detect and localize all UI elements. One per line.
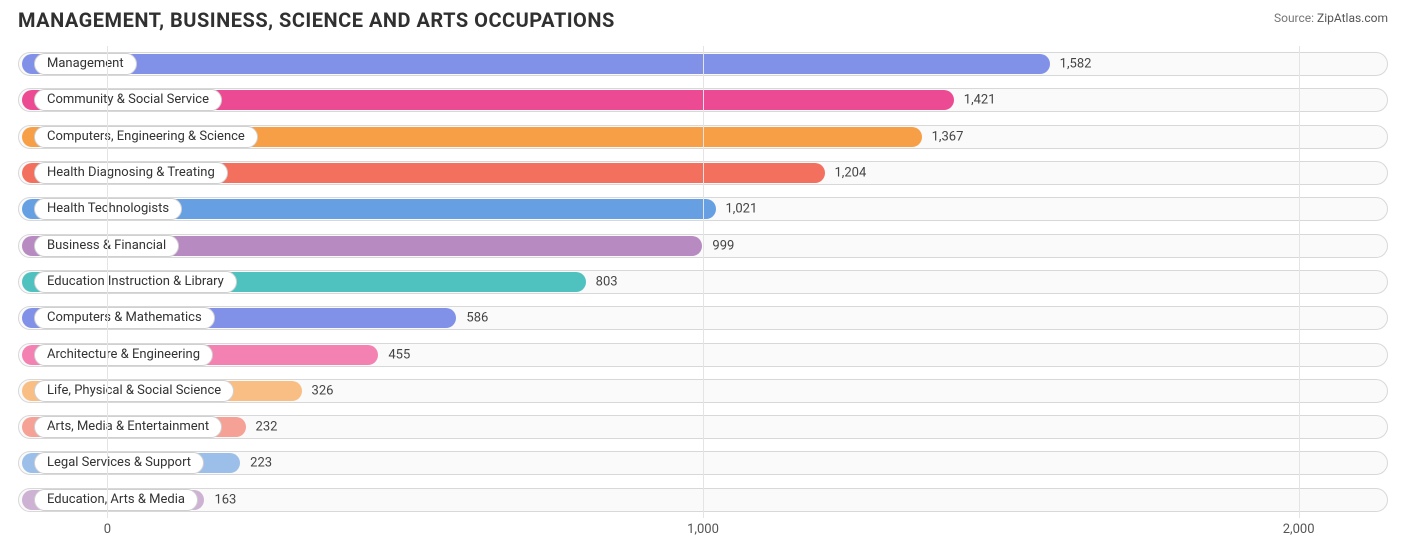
- bar-value-label: 326: [312, 383, 334, 398]
- bar-value-label: 999: [712, 238, 734, 253]
- bar-value-label: 1,582: [1060, 57, 1092, 72]
- bar-category-label: Computers & Mathematics: [34, 307, 215, 329]
- source-value: ZipAtlas.com: [1317, 11, 1388, 25]
- bar-category-label: Health Diagnosing & Treating: [34, 162, 228, 184]
- chart-area: Management 1,582 Community & Social Servic…: [0, 38, 1406, 554]
- grid-line: [107, 46, 108, 518]
- bar-category-label: Legal Services & Support: [34, 452, 204, 474]
- x-axis: 0 1,000 2,000: [18, 522, 1388, 542]
- bar-category-label: Education, Arts & Media: [34, 489, 198, 511]
- source-label: Source:: [1274, 11, 1314, 25]
- bar-category-label: Computers, Engineering & Science: [34, 126, 258, 148]
- grid-line: [703, 46, 704, 518]
- bar-category-label: Education Instruction & Library: [34, 271, 237, 293]
- bar-value-label: 586: [466, 311, 488, 326]
- bar-category-label: Management: [34, 53, 137, 75]
- bar-value-label: 163: [214, 492, 236, 507]
- bar-value-label: 232: [256, 420, 278, 435]
- bar-category-label: Arts, Media & Entertainment: [34, 416, 222, 438]
- bar-category-label: Architecture & Engineering: [34, 344, 213, 366]
- grid-line: [1299, 46, 1300, 518]
- plot-region: Management 1,582 Community & Social Servic…: [18, 46, 1388, 518]
- bar-value-label: 1,204: [835, 166, 867, 181]
- bar-value-label: 1,367: [932, 129, 964, 144]
- bar-value-label: 455: [388, 347, 410, 362]
- bar-value-label: 1,021: [726, 202, 758, 217]
- x-tick-label: 1,000: [687, 522, 719, 537]
- chart-source: Source: ZipAtlas.com: [1274, 8, 1388, 25]
- chart-title: MANAGEMENT, BUSINESS, SCIENCE AND ARTS O…: [18, 8, 615, 32]
- x-tick-label: 2,000: [1283, 522, 1315, 537]
- bar-value-label: 223: [250, 456, 272, 471]
- bar-category-label: Life, Physical & Social Science: [34, 380, 234, 402]
- bar-fill: [22, 54, 1050, 74]
- x-tick-label: 0: [104, 522, 111, 537]
- chart-header: MANAGEMENT, BUSINESS, SCIENCE AND ARTS O…: [0, 0, 1406, 38]
- bar-category-label: Community & Social Service: [34, 89, 222, 111]
- bar-value-label: 803: [596, 274, 618, 289]
- bar-value-label: 1,421: [964, 93, 996, 108]
